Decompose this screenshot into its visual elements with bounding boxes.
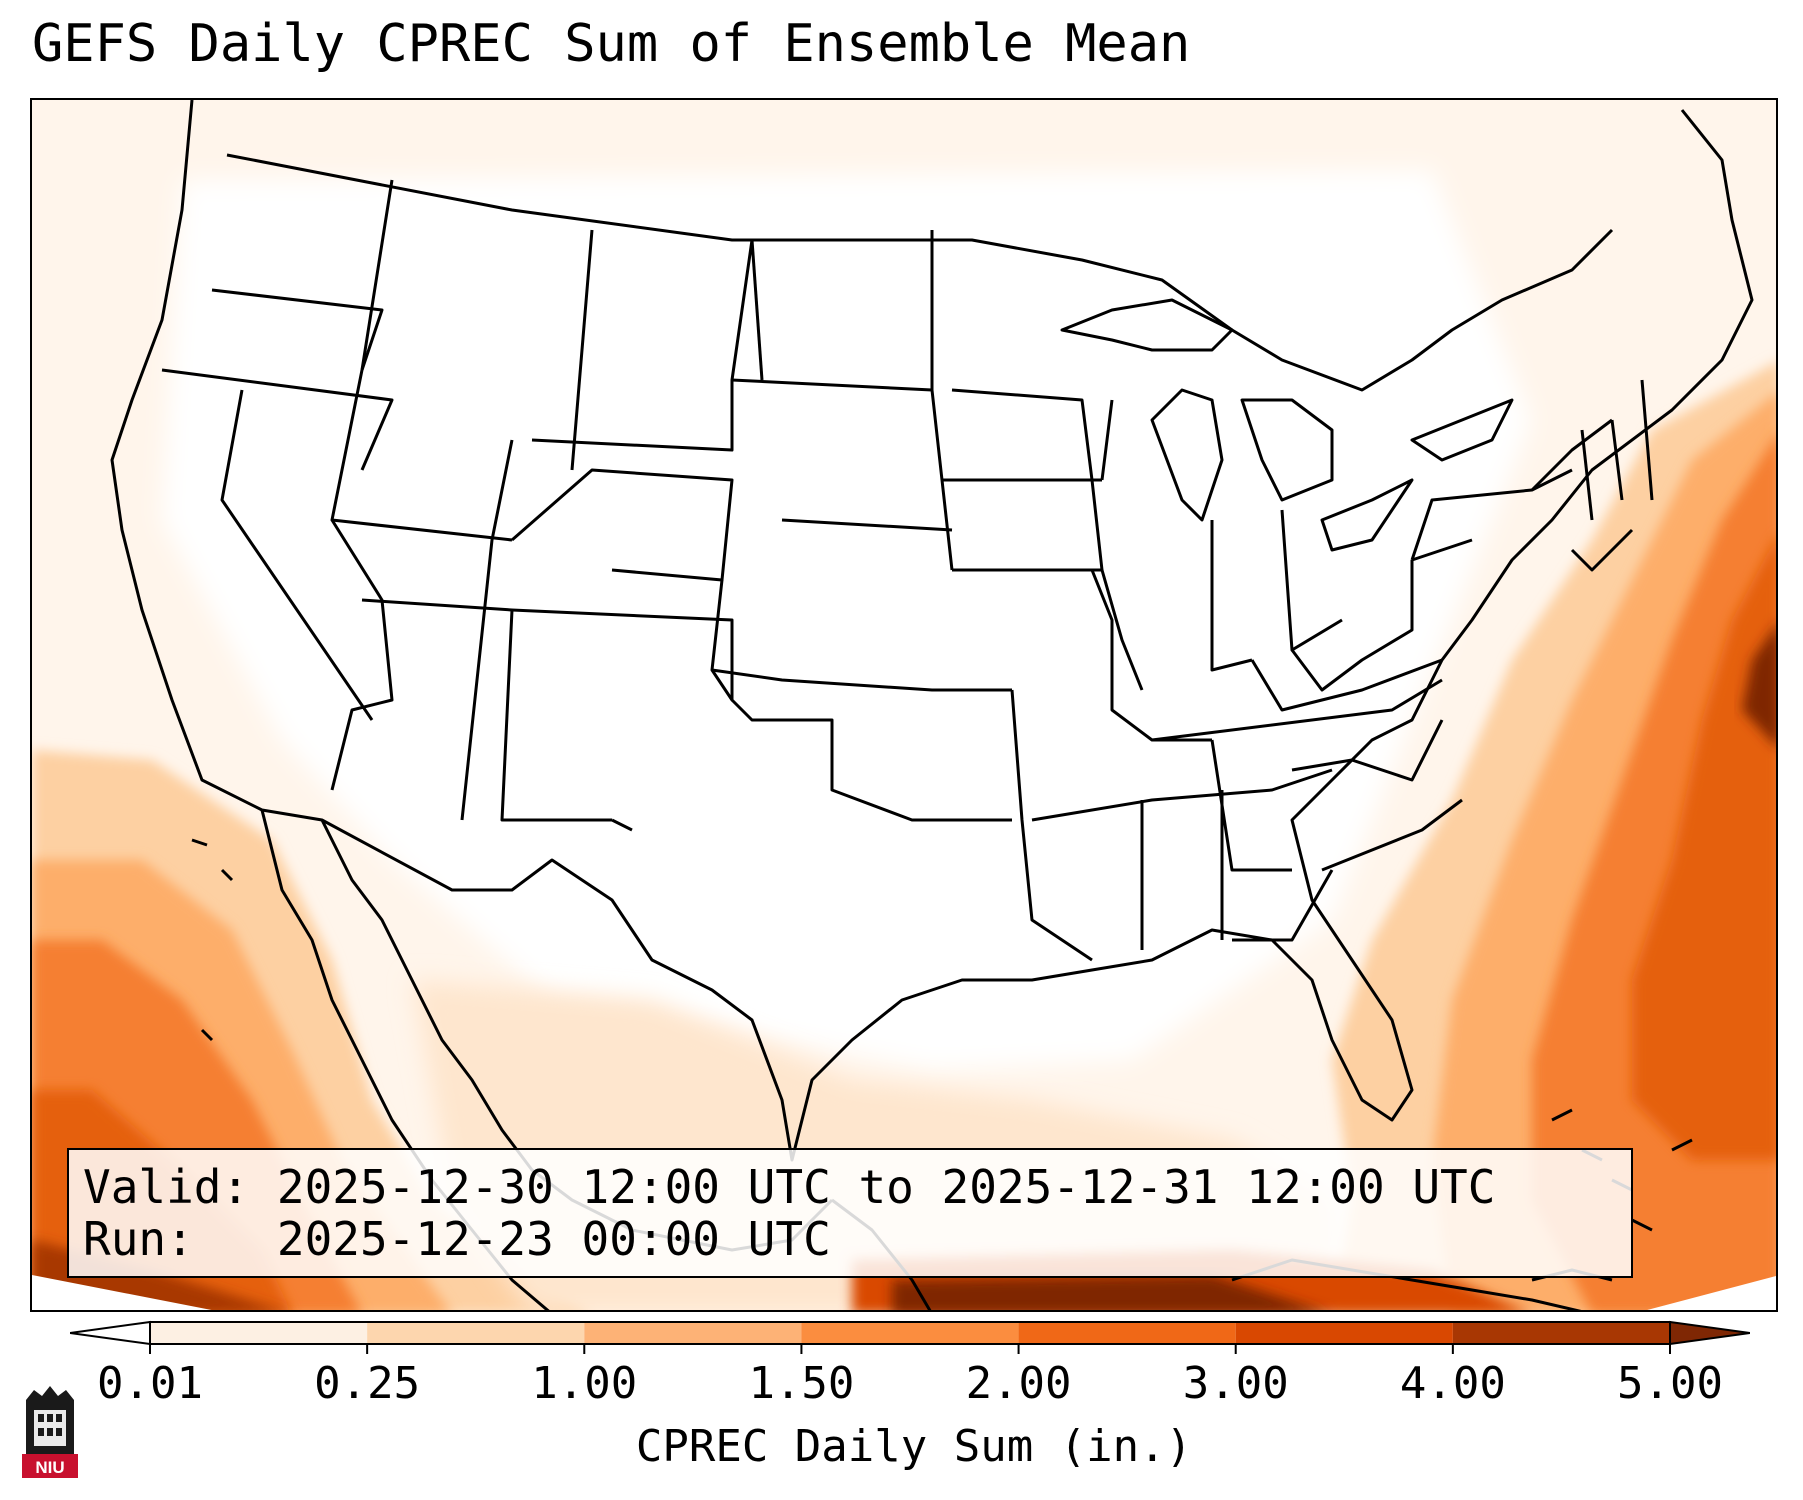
colorbar-segment (584, 1322, 802, 1344)
valid-label: Valid: (83, 1160, 250, 1214)
colorbar-segment (1018, 1322, 1236, 1344)
colorbar-tick-label: 4.00 (1399, 1358, 1506, 1409)
run-label: Run: (83, 1212, 250, 1266)
colorbar-segment (150, 1322, 368, 1344)
colorbar-segment (367, 1322, 585, 1344)
colorbar-tick-label: 5.00 (1617, 1358, 1723, 1409)
colorbar-label: CPREC Daily Sum (in.) (635, 1421, 1193, 1472)
niu-logo-text: NIU (35, 1458, 64, 1477)
colorbar (70, 1320, 1750, 1354)
colorbar-segment (1235, 1322, 1453, 1344)
state-boundaries (110, 100, 1754, 1310)
valid-value: 2025-12-30 12:00 UTC to 2025-12-31 12:00… (276, 1160, 1496, 1214)
colorbar-under-triangle (70, 1320, 151, 1346)
colorbar-tick-label: 3.00 (1182, 1358, 1289, 1409)
colorbar-tick-label: 1.00 (531, 1358, 638, 1409)
run-value: 2025-12-23 00:00 UTC (276, 1212, 831, 1266)
precipitation-map (30, 98, 1778, 1312)
colorbar-tick-label: 0.01 (97, 1358, 203, 1409)
colorbar-tick-label: 0.25 (314, 1358, 421, 1409)
valid-time-line: Valid: 2025-12-30 12:00 UTC to 2025-12-3… (83, 1164, 1495, 1210)
colorbar-tick-label: 1.50 (748, 1358, 855, 1409)
colorbar-over-triangle (1669, 1320, 1750, 1346)
colorbar-segment (801, 1322, 1019, 1344)
niu-building-logo-icon: NIU (22, 1386, 78, 1478)
precip-field (32, 100, 1776, 1310)
map-title: GEFS Daily CPREC Sum of Ensemble Mean (32, 14, 1191, 74)
colorbar-outline (149, 1321, 1671, 1345)
colorbar-segment (1452, 1322, 1670, 1344)
colorbar-tick-label: 2.00 (965, 1358, 1072, 1409)
valid-info-box: Valid: 2025-12-30 12:00 UTC to 2025-12-3… (67, 1148, 1633, 1278)
run-time-line: Run: 2025-12-23 00:00 UTC (83, 1216, 831, 1262)
map-svg (32, 100, 1776, 1310)
